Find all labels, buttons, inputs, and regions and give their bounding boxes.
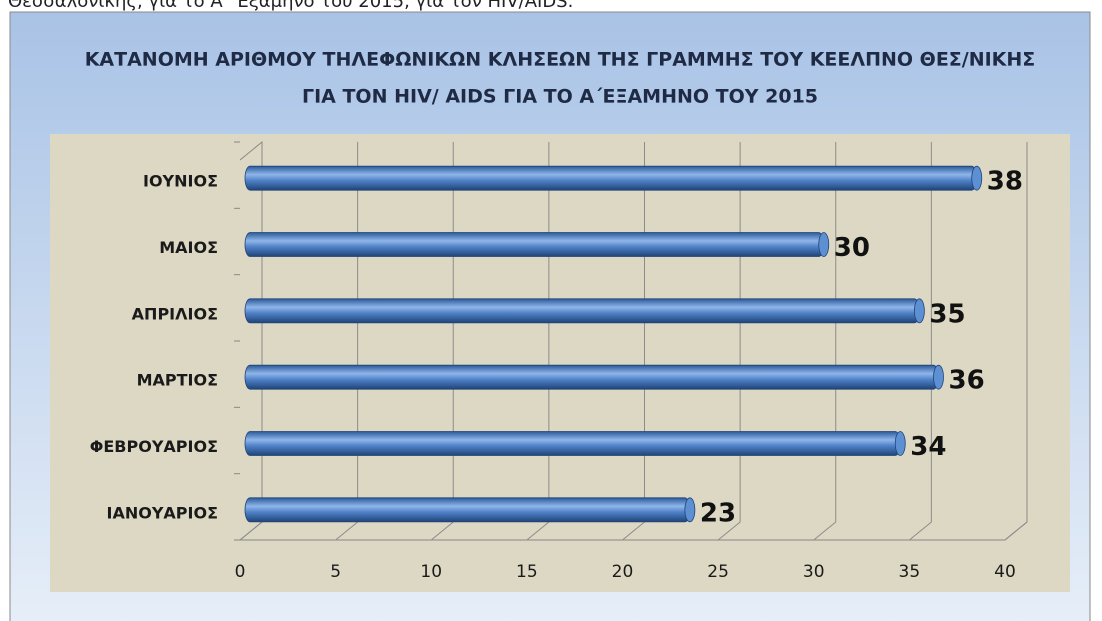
- data-label: 38: [987, 167, 1023, 197]
- bar: [244, 232, 825, 257]
- data-label: 34: [910, 432, 946, 462]
- caption: Θεσσαλονίκης, για το Α΄ Εξάμηνο του 2015…: [8, 0, 573, 12]
- grid-line: [909, 142, 932, 541]
- bar: [244, 298, 920, 324]
- data-label: 35: [929, 299, 965, 329]
- x-tick-label: 30: [803, 562, 825, 582]
- y-tick-label: ΑΠΡΙΛΙΟΣ: [132, 304, 218, 323]
- y-tick-label: ΜΑΙΟΣ: [159, 238, 218, 257]
- bar: [244, 431, 901, 456]
- plot-area: [50, 134, 1070, 592]
- x-tick-label: 5: [330, 562, 341, 582]
- x-tick-label: 20: [612, 562, 634, 582]
- bar-cap: [818, 232, 830, 257]
- x-tick-label: 0: [235, 562, 246, 582]
- data-label: 23: [700, 498, 736, 528]
- bar-cap: [894, 431, 906, 456]
- chart-title: ΓΙΑ ΤΟΝ HIV/ AIDS ΓΙΑ ΤΟ Α΄ΕΞΑΜΗΝΟ ΤΟΥ 2…: [302, 86, 818, 108]
- grid-line: [813, 142, 837, 541]
- bar-cap: [971, 165, 983, 191]
- bar: [244, 497, 691, 523]
- y-tick-label: ΦΕΒΡΟΥΑΡΙΟΣ: [90, 437, 218, 456]
- y-tick-label: ΙΑΝΟΥΑΡΙΟΣ: [106, 503, 218, 522]
- grid-line: [1004, 142, 1028, 541]
- y-tick-label: ΜΑΡΤΙΟΣ: [137, 371, 218, 390]
- x-tick-label: 35: [899, 562, 921, 582]
- bar-cap: [933, 364, 944, 390]
- x-tick-label: 25: [707, 562, 729, 582]
- bar: [244, 364, 939, 390]
- data-label: 30: [834, 233, 870, 263]
- bar-cap: [684, 497, 696, 523]
- chart-title: ΚΑΤΑΝΟΜΗ ΑΡΙΘΜΟΥ ΤΗΛΕΦΩΝΙΚΩΝ ΚΛΗΣΕΩΝ ΤΗΣ…: [85, 49, 1036, 71]
- bar: [244, 165, 978, 191]
- x-tick-label: 15: [516, 562, 538, 582]
- y-tick-label: ΙΟΥΝΙΟΣ: [143, 172, 218, 191]
- data-label: 36: [949, 366, 985, 396]
- grid-line: [717, 142, 741, 541]
- bar-cap: [913, 298, 925, 324]
- x-tick-label: 40: [994, 562, 1016, 582]
- x-tick-label: 10: [420, 562, 442, 582]
